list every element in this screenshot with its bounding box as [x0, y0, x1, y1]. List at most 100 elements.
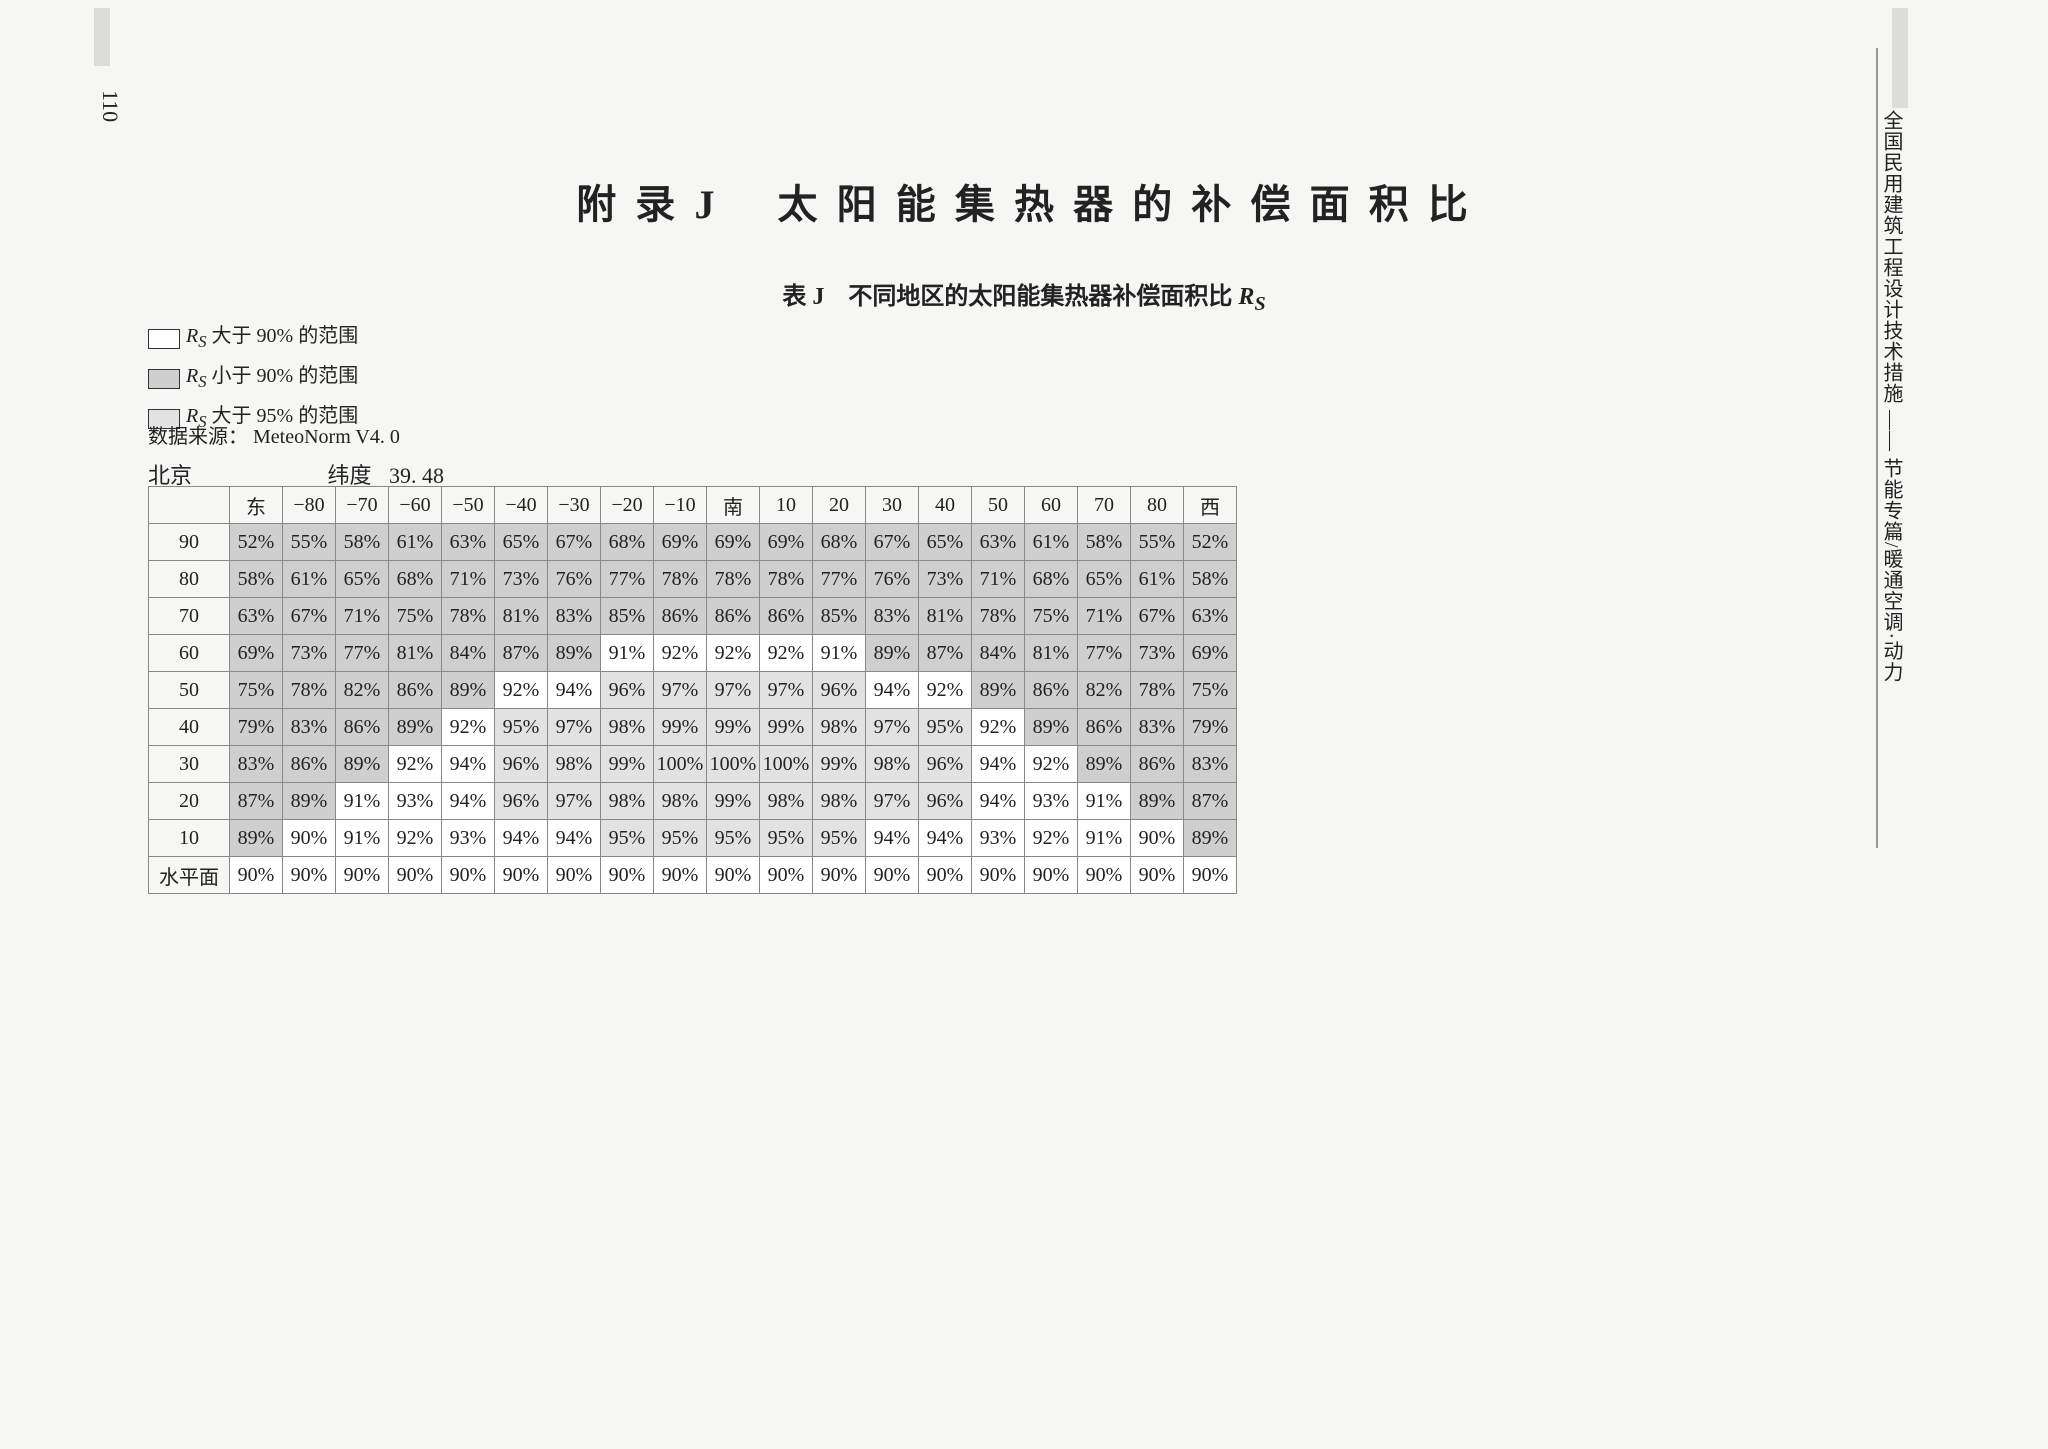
table-cell: 99%: [654, 709, 707, 746]
data-source: 数据来源： MeteoNorm V4. 0: [148, 420, 400, 449]
table-cell: 79%: [230, 709, 283, 746]
table-cell: 73%: [1131, 635, 1184, 672]
col-header: −20: [601, 487, 654, 524]
city-name: 北京: [148, 463, 192, 488]
scan-artifact-left: [94, 8, 110, 66]
table-cell: 81%: [495, 598, 548, 635]
table-cell: 93%: [389, 783, 442, 820]
col-header: 40: [919, 487, 972, 524]
table-cell: 86%: [336, 709, 389, 746]
table-cell: 63%: [230, 598, 283, 635]
table-cell: 79%: [1184, 709, 1237, 746]
row-header: 30: [149, 746, 230, 783]
table-cell: 65%: [336, 561, 389, 598]
appendix-title: 附 录 J 太 阳 能 集 热 器 的 补 偿 面 积 比: [0, 172, 2048, 230]
table-cell: 85%: [601, 598, 654, 635]
col-header: 60: [1025, 487, 1078, 524]
caption-text: 表 J 不同地区的太阳能集热器补偿面积比: [782, 284, 1238, 310]
table-cell: 65%: [1078, 561, 1131, 598]
table-cell: 99%: [707, 709, 760, 746]
table-cell: 52%: [230, 524, 283, 561]
table-cell: 71%: [972, 561, 1025, 598]
table-cell: 94%: [972, 783, 1025, 820]
table-cell: 98%: [813, 783, 866, 820]
table-cell: 97%: [866, 783, 919, 820]
table-cell: 92%: [654, 635, 707, 672]
table-cell: 95%: [495, 709, 548, 746]
table-cell: 90%: [654, 857, 707, 894]
table-cell: 96%: [919, 783, 972, 820]
col-header: 70: [1078, 487, 1131, 524]
table-cell: 55%: [1131, 524, 1184, 561]
table-cell: 69%: [707, 524, 760, 561]
table-cell: 76%: [866, 561, 919, 598]
table-row: 7063%67%71%75%78%81%83%85%86%86%86%85%83…: [149, 598, 1237, 635]
table-cell: 98%: [601, 709, 654, 746]
row-header: 60: [149, 635, 230, 672]
table-cell: 91%: [1078, 820, 1131, 857]
table-cell: 99%: [813, 746, 866, 783]
table-cell: 94%: [495, 820, 548, 857]
table-cell: 90%: [495, 857, 548, 894]
table-cell: 98%: [548, 746, 601, 783]
legend-swatch: [148, 369, 180, 389]
table-caption: 表 J 不同地区的太阳能集热器补偿面积比 RS: [0, 276, 2048, 316]
table-cell: 95%: [760, 820, 813, 857]
table-cell: 87%: [919, 635, 972, 672]
table-cell: 86%: [389, 672, 442, 709]
table-cell: 94%: [442, 783, 495, 820]
page-number: 110: [97, 90, 123, 122]
table-cell: 63%: [442, 524, 495, 561]
table-cell: 67%: [548, 524, 601, 561]
col-header: 20: [813, 487, 866, 524]
table-cell: 78%: [654, 561, 707, 598]
table-cell: 89%: [442, 672, 495, 709]
table-cell: 100%: [654, 746, 707, 783]
col-header: 10: [760, 487, 813, 524]
table-cell: 91%: [601, 635, 654, 672]
legend-label: RS 大于 90% 的范围: [186, 320, 358, 358]
document-page: 110 全国民用建筑工程设计技术措施 —— 节能专篇/暖通空调·动力 附 录 J…: [0, 0, 2048, 1449]
table-cell: 83%: [1184, 746, 1237, 783]
col-header: −60: [389, 487, 442, 524]
table-cell: 83%: [1131, 709, 1184, 746]
scan-artifact-right: [1892, 8, 1908, 108]
col-header: 80: [1131, 487, 1184, 524]
table-cell: 73%: [919, 561, 972, 598]
table-cell: 90%: [230, 857, 283, 894]
table-cell: 75%: [230, 672, 283, 709]
table-cell: 61%: [1025, 524, 1078, 561]
table-cell: 78%: [972, 598, 1025, 635]
table-cell: 98%: [866, 746, 919, 783]
table-cell: 90%: [1184, 857, 1237, 894]
row-header: 90: [149, 524, 230, 561]
table-cell: 92%: [1025, 820, 1078, 857]
table-cell: 90%: [548, 857, 601, 894]
table-cell: 89%: [336, 746, 389, 783]
table-cell: 90%: [1078, 857, 1131, 894]
table-cell: 68%: [1025, 561, 1078, 598]
table-cell: 58%: [336, 524, 389, 561]
table-cell: 81%: [919, 598, 972, 635]
table-cell: 98%: [813, 709, 866, 746]
table-cell: 93%: [972, 820, 1025, 857]
table-cell: 83%: [230, 746, 283, 783]
table-cell: 90%: [601, 857, 654, 894]
table-cell: 65%: [495, 524, 548, 561]
table-cell: 82%: [336, 672, 389, 709]
table-cell: 69%: [654, 524, 707, 561]
table-row: 1089%90%91%92%93%94%94%95%95%95%95%95%94…: [149, 820, 1237, 857]
row-header: 80: [149, 561, 230, 598]
table-cell: 58%: [230, 561, 283, 598]
table-cell: 82%: [1078, 672, 1131, 709]
table-cell: 96%: [813, 672, 866, 709]
table-cell: 69%: [760, 524, 813, 561]
table-cell: 67%: [1131, 598, 1184, 635]
table-cell: 63%: [972, 524, 1025, 561]
table-cell: 92%: [1025, 746, 1078, 783]
table-cell: 68%: [813, 524, 866, 561]
table-cell: 92%: [760, 635, 813, 672]
table-row: 8058%61%65%68%71%73%76%77%78%78%78%77%76…: [149, 561, 1237, 598]
table-cell: 85%: [813, 598, 866, 635]
table-row: 4079%83%86%89%92%95%97%98%99%99%99%98%97…: [149, 709, 1237, 746]
